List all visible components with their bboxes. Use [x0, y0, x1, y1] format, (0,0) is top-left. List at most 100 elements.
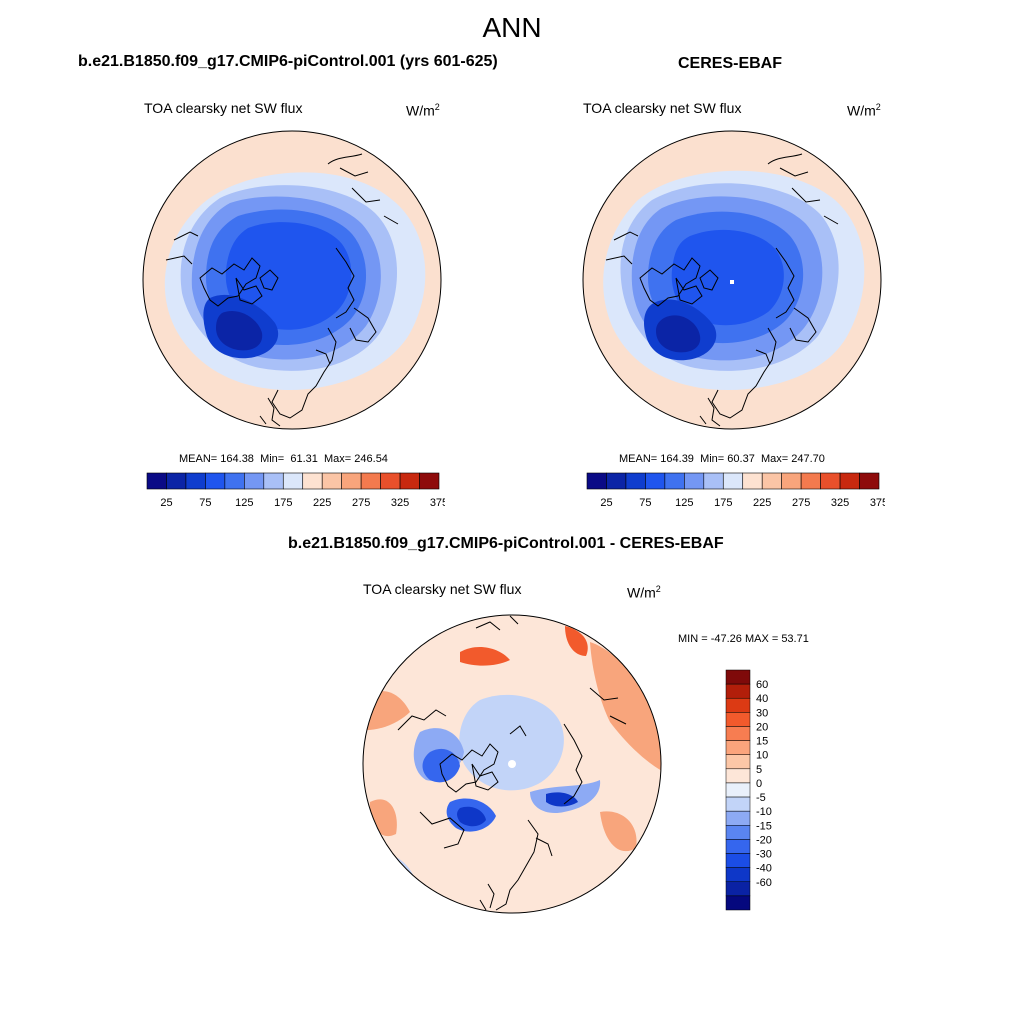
- model-colorbar-box: [205, 472, 226, 490]
- diff-colorbar: 60 40 30 20 15 10 5 0 -5 -10 -15 -20 -30 -40 -60: [725, 669, 772, 911]
- diff-colorbar-box: [725, 825, 751, 840]
- model-colorbar-box: [419, 472, 440, 490]
- model-max-value: 246.54: [354, 453, 388, 465]
- diff-colorbar-tick-label: 40: [756, 693, 768, 705]
- model-min-value: 61.31: [290, 453, 318, 465]
- model-colorbar-tick-label: 175: [274, 497, 292, 509]
- diff-colorbar-tick-label: -60: [756, 877, 772, 889]
- diff-colorbar-box: [725, 853, 751, 868]
- diff-colorbar-box: [725, 782, 751, 798]
- model-colorbar-tick-label: 75: [199, 497, 211, 509]
- model-colorbar-box: [360, 472, 381, 490]
- diff-colorbar-tick-label: -30: [756, 849, 772, 861]
- diff-colorbar-tick-label: -20: [756, 834, 772, 846]
- diff-colorbar-box: [725, 768, 751, 784]
- obs-colorbar-box: [761, 472, 782, 490]
- obs-colorbar-box: [606, 472, 627, 490]
- diff-colorbar-tick-label: -5: [756, 792, 766, 804]
- obs-colorbar-box: [625, 472, 646, 490]
- diff-colorbar-box: [725, 895, 751, 911]
- diff-colorbar-box: [725, 669, 751, 685]
- obs-colorbar-box: [742, 472, 763, 490]
- obs-polar-map: [582, 130, 882, 430]
- diff-case-title: b.e21.B1850.f09_g17.CMIP6-piControl.001 …: [288, 535, 724, 552]
- model-colorbar-tick-label: 225: [313, 497, 331, 509]
- diff-colorbar-tick-label: 15: [756, 736, 768, 748]
- obs-units: W/m2: [847, 102, 881, 119]
- diff-colorbar-tick-label: -15: [756, 820, 772, 832]
- obs-colorbar-tick-label: 75: [639, 497, 651, 509]
- obs-colorbar-tick-label: 375: [870, 497, 885, 509]
- diff-colorbar-tick-label: 30: [756, 707, 768, 719]
- diff-colorbar-box: [725, 754, 751, 770]
- obs-colorbar-box: [703, 472, 724, 490]
- diff-units: W/m2: [627, 584, 661, 601]
- obs-colorbar-box: [820, 472, 841, 490]
- model-case-title: b.e21.B1850.f09_g17.CMIP6-piControl.001 …: [78, 53, 498, 70]
- diff-colorbar-tick-label: 60: [756, 679, 768, 691]
- model-map-border: [142, 130, 442, 430]
- diff-colorbar-tick-label: -40: [756, 863, 772, 875]
- obs-min-value: 60.37: [727, 453, 755, 465]
- obs-colorbar-tick-label: 275: [792, 497, 810, 509]
- model-colorbar-box: [224, 472, 245, 490]
- obs-colorbar-tick-label: 25: [600, 497, 612, 509]
- model-mean-value: 164.38: [220, 453, 254, 465]
- diff-coastlines: [397, 615, 627, 911]
- obs-coastlines: [605, 153, 839, 427]
- diff-colorbar-box: [725, 796, 751, 812]
- diff-colorbar-box: [725, 867, 751, 883]
- obs-colorbar: 25 75 125 175 225 275 325 375: [586, 472, 885, 509]
- diff-flux-field: [363, 615, 661, 913]
- diff-variable-title: TOA clearsky net SW flux: [363, 581, 522, 597]
- model-flux-field: [143, 131, 441, 429]
- model-colorbar-box: [146, 472, 167, 490]
- model-colorbar-box: [302, 472, 323, 490]
- obs-colorbar-box: [645, 472, 666, 490]
- obs-colorbar-box: [859, 472, 880, 490]
- diff-polar-map: [362, 614, 662, 914]
- diff-colorbar-box: [725, 683, 751, 699]
- main-title: ANN: [482, 12, 542, 43]
- diff-map-border: [362, 614, 662, 914]
- diff-colorbar-tick-label: 5: [756, 764, 762, 776]
- model-colorbar-tick-label: 375: [430, 497, 445, 509]
- diff-colorbar-box: [725, 810, 751, 826]
- obs-colorbar-box: [664, 472, 685, 490]
- obs-stats: MEAN= 164.39 Min= 60.37 Max= 247.70: [619, 453, 825, 465]
- diff-colorbar-tick-label: 20: [756, 721, 768, 733]
- diff-colorbar-box: [725, 839, 751, 854]
- model-colorbar-box: [380, 472, 401, 490]
- model-colorbar-box: [166, 472, 187, 490]
- diff-colorbar-box: [725, 740, 751, 755]
- obs-colorbar-box: [722, 472, 744, 490]
- model-colorbar-box: [244, 472, 265, 490]
- obs-mean-value: 164.39: [660, 453, 694, 465]
- obs-colorbar-tick-label: 175: [714, 497, 732, 509]
- model-units: W/m2: [406, 102, 440, 119]
- obs-map-border: [582, 130, 882, 430]
- model-colorbar-box: [263, 472, 284, 490]
- diff-stats: MIN = -47.26 MAX = 53.71: [678, 633, 809, 645]
- model-colorbar-tick-label: 125: [235, 497, 253, 509]
- model-colorbar-tick-label: 325: [391, 497, 409, 509]
- model-coastlines: [165, 153, 399, 427]
- model-stats: MEAN= 164.38 Min= 61.31 Max= 246.54: [179, 453, 388, 465]
- obs-colorbar-box: [839, 472, 860, 490]
- obs-max-value: 247.70: [791, 453, 825, 465]
- model-colorbar-box: [185, 472, 206, 490]
- model-colorbar-box: [282, 472, 304, 490]
- obs-variable-title: TOA clearsky net SW flux: [583, 100, 742, 116]
- diff-colorbar-box: [725, 712, 751, 727]
- model-colorbar: 25 75 125 175 225 275 325 375: [146, 472, 445, 509]
- diff-colorbar-tick-label: -10: [756, 806, 772, 818]
- diff-colorbar-box: [725, 697, 751, 713]
- obs-flux-field: [583, 131, 881, 429]
- obs-colorbar-box: [800, 472, 821, 490]
- diff-colorbar-tick-label: 10: [756, 750, 768, 762]
- model-colorbar-box: [321, 472, 342, 490]
- diff-colorbar-box: [725, 881, 751, 897]
- model-variable-title: TOA clearsky net SW flux: [144, 100, 303, 116]
- obs-colorbar-tick-label: 125: [675, 497, 693, 509]
- obs-colorbar-box: [781, 472, 802, 490]
